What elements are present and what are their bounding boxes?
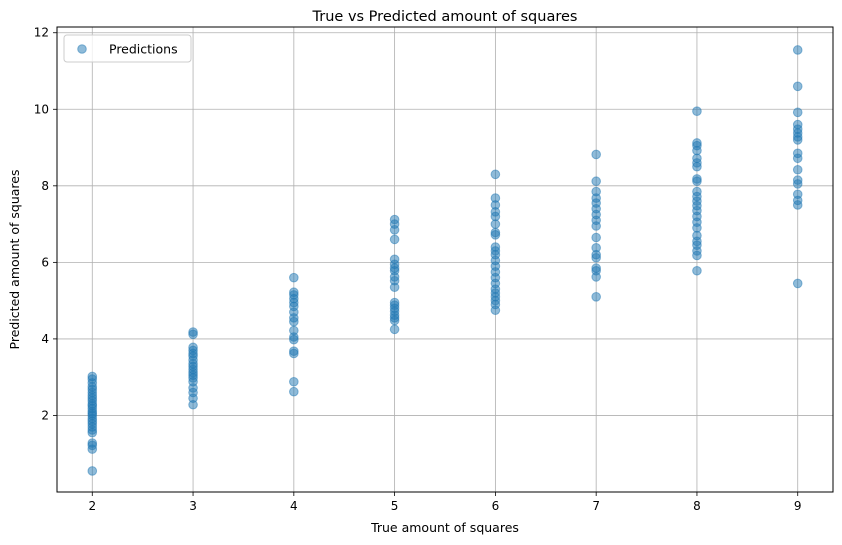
scatter-point [490, 193, 501, 203]
x-tick-label: 5 [391, 499, 399, 513]
scatter-point [188, 342, 198, 353]
scatter-point [591, 186, 601, 197]
scatter-point [792, 148, 803, 159]
scatter-point [792, 107, 803, 118]
scatter-point [490, 242, 501, 252]
y-tick-label: 4 [41, 332, 49, 346]
y-tick-label: 2 [41, 408, 49, 422]
legend-label: Predictions [109, 42, 178, 57]
scatter-points [87, 45, 803, 476]
scatter-point [792, 189, 803, 200]
scatter-point [792, 278, 803, 289]
scatter-point [389, 214, 400, 225]
scatter-point [792, 164, 803, 175]
scatter-point [389, 234, 400, 245]
x-tick-label: 9 [794, 499, 802, 513]
scatter-point [692, 186, 702, 197]
x-tick-label: 8 [693, 499, 701, 513]
scatter-point [87, 466, 98, 476]
x-tick-label: 2 [88, 499, 96, 513]
scatter-point [389, 324, 400, 335]
y-tick-label: 12 [34, 26, 49, 40]
scatter-point [792, 81, 803, 92]
legend-box [63, 34, 192, 63]
scatter-point [389, 297, 400, 308]
scatter-point [490, 227, 501, 238]
legend: Predictions [63, 34, 192, 63]
scatter-point [792, 175, 803, 185]
y-tick-label: 10 [34, 102, 49, 116]
scatter-point [188, 327, 198, 337]
scatter-point [591, 176, 601, 187]
plot-frame [56, 26, 834, 493]
x-tick-label: 4 [290, 499, 298, 513]
scatter-point [289, 376, 299, 387]
scatter-point [490, 169, 501, 180]
scatter-point [591, 243, 601, 253]
scatter-point [792, 45, 803, 55]
scatter-point [289, 386, 299, 397]
scatter-point [289, 272, 299, 283]
scatter-point [591, 149, 601, 160]
scatter-point [289, 346, 299, 356]
x-tick-label: 7 [592, 499, 600, 513]
scatter-point [692, 174, 702, 184]
scatter-point [591, 292, 601, 302]
scatter-point [591, 263, 601, 273]
scatter-point [389, 254, 400, 265]
chart-title: True vs Predicted amount of squares [312, 9, 578, 25]
y-tick-label: 8 [41, 179, 49, 193]
scatter-point [289, 325, 299, 336]
x-tick-label: 6 [492, 499, 500, 513]
scatter-point [591, 232, 601, 243]
legend-marker [77, 44, 87, 54]
scatter-point [289, 287, 299, 298]
scatter-point [692, 138, 702, 148]
y-axis-label: Predicted amount of squares [7, 170, 22, 350]
scatter-point [692, 106, 702, 116]
scatter-point [87, 371, 98, 382]
x-axis-label: True amount of squares [370, 520, 519, 535]
grid-lines [57, 27, 833, 492]
scatter-point [692, 265, 702, 276]
y-tick-label: 6 [41, 255, 49, 269]
x-tick-label: 3 [189, 499, 197, 513]
axis-ticks: 2 3 4 5 6 7 8 9 2 4 6 8 10 12 [34, 26, 802, 513]
scatter-point [87, 438, 98, 448]
scatter-point [792, 119, 803, 130]
